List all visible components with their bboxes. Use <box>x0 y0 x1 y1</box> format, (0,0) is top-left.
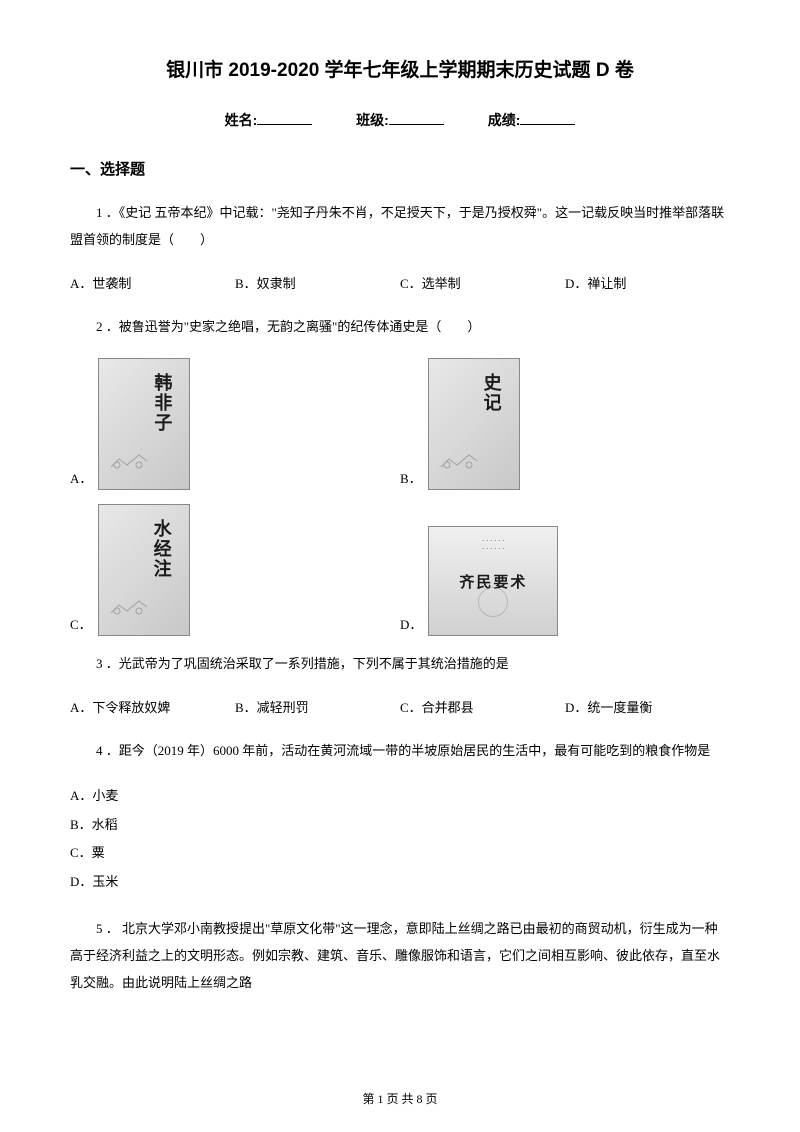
footer-prefix: 第 <box>362 1092 377 1106</box>
q2-row-2: C． 水经注 D． · · · · · ·· · · · · · 齐民要术 <box>70 504 730 636</box>
book-cover-shiji: 史记 <box>428 358 520 490</box>
question-5: 5 ． 北京大学邓小南教授提出"草原文化带"这一理念，意即陆上丝绸之路已由最初的… <box>70 915 730 997</box>
q2-label-d: D． <box>400 614 422 636</box>
book-deco-icon <box>439 447 479 471</box>
book-title-a: 韩非子 <box>149 373 175 433</box>
book-title-b: 史记 <box>479 373 505 413</box>
book-cover-shuijingzhu: 水经注 <box>98 504 190 636</box>
question-3-choices: A．下令释放奴婢 B．减轻刑罚 C．合并郡县 D．统一度量衡 <box>70 696 730 719</box>
class-label: 班级: <box>356 112 389 128</box>
question-2: 2 ．被鲁迅誉为"史家之绝唱，无韵之离骚"的纪传体通史是（ ） <box>70 313 730 340</box>
footer-suffix: 页 <box>423 1092 438 1106</box>
q2-label-b: B． <box>400 468 422 490</box>
q4-choice-b: B．水稻 <box>70 811 730 840</box>
q3-choice-d: D．统一度量衡 <box>565 696 730 719</box>
section-heading: 一、选择题 <box>70 158 730 179</box>
page-title: 银川市 2019-2020 学年七年级上学期期末历史试题 D 卷 <box>70 55 730 82</box>
q4-choice-c: C．粟 <box>70 839 730 868</box>
class-blank[interactable] <box>389 124 444 125</box>
q2-label-c: C． <box>70 614 92 636</box>
q3-choice-c: C．合并郡县 <box>400 696 565 719</box>
book-deco-icon <box>109 593 149 617</box>
score-label: 成绩: <box>488 112 521 128</box>
q2-label-a: A． <box>70 468 92 490</box>
student-info-line: 姓名: 班级: 成绩: <box>70 110 730 130</box>
question-1: 1 ．《史记 五帝本纪》中记载："尧知子丹朱不肖，不足授天下，于是乃授权舜"。这… <box>70 199 730 254</box>
name-blank[interactable] <box>257 124 312 125</box>
q4-choice-d: D．玉米 <box>70 868 730 897</box>
question-4: 4 ．距今（2019 年）6000 年前，活动在黄河流域一带的半坡原始居民的生活… <box>70 737 730 764</box>
book-title-c: 水经注 <box>149 519 175 579</box>
q1-choice-d: D．禅让制 <box>565 272 730 295</box>
q1-choice-a: A．世袭制 <box>70 272 235 295</box>
score-blank[interactable] <box>520 124 575 125</box>
q1-choice-b: B．奴隶制 <box>235 272 400 295</box>
book-cover-hanfeizi: 韩非子 <box>98 358 190 490</box>
q3-choice-b: B．减轻刑罚 <box>235 696 400 719</box>
question-4-choices: A．小麦 B．水稻 C．粟 D．玉米 <box>70 782 730 896</box>
book-cover-qiminyaoshu: · · · · · ·· · · · · · 齐民要术 <box>428 526 558 636</box>
q3-choice-a: A．下令释放奴婢 <box>70 696 235 719</box>
name-label: 姓名: <box>225 112 258 128</box>
q4-choice-a: A．小麦 <box>70 782 730 811</box>
q1-choice-c: C．选举制 <box>400 272 565 295</box>
q2-row-1: A． 韩非子 B． 史记 <box>70 358 730 490</box>
page-footer: 第 1 页 共 8 页 <box>0 1090 800 1107</box>
seal-icon <box>478 587 508 617</box>
book-topline: · · · · · ·· · · · · · <box>429 537 557 553</box>
footer-mid: 页 共 <box>383 1092 416 1106</box>
book-deco-icon <box>109 447 149 471</box>
question-1-choices: A．世袭制 B．奴隶制 C．选举制 D．禅让制 <box>70 272 730 295</box>
question-3: 3 ．光武帝为了巩固统治采取了一系列措施，下列不属于其统治措施的是 <box>70 650 730 677</box>
